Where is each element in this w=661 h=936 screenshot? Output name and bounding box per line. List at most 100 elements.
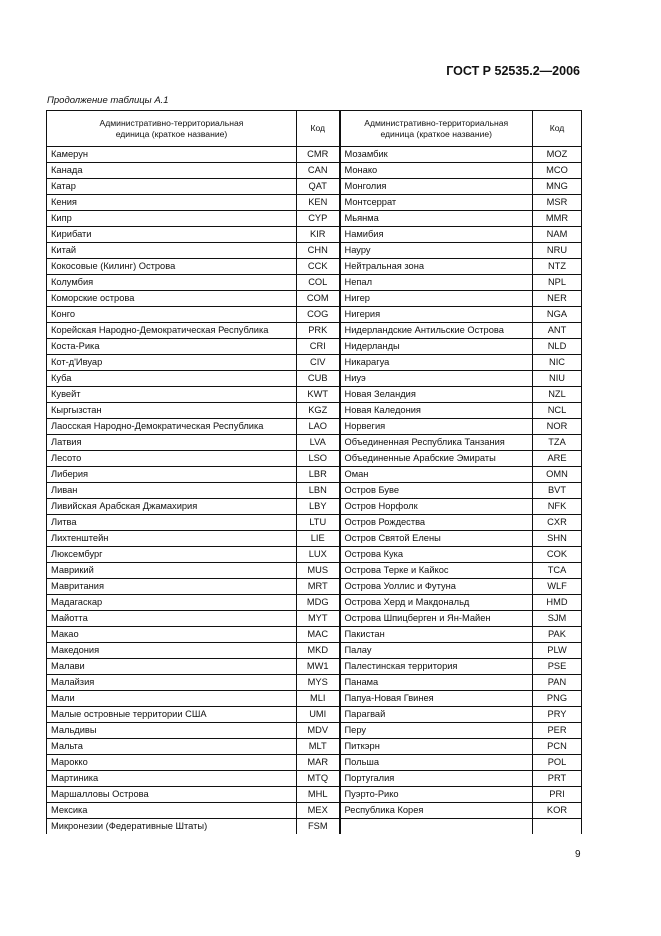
unit-name-left: Малые островные территории США bbox=[46, 706, 297, 723]
table-row: Майотта MYT Острова Шпицберген и Ян-Майен S… bbox=[46, 610, 582, 627]
table-row: Мали MLI Папуа-Новая Гвинея PNG bbox=[46, 690, 582, 707]
unit-name-right: Пуэрто-Рико bbox=[338, 786, 533, 803]
code-right: NTZ bbox=[532, 258, 582, 275]
table-row: Малави MW1 Палестинская территория PSE bbox=[46, 658, 582, 675]
unit-name-left: Кирибати bbox=[46, 226, 297, 243]
table-row: Мадагаскар MDG Острова Херд и Макдональд HM… bbox=[46, 594, 582, 611]
code-left: MEX bbox=[296, 802, 340, 819]
unit-name-right: Польша bbox=[338, 754, 533, 771]
unit-name-right: Норвегия bbox=[338, 418, 533, 435]
header-code-left: Код bbox=[296, 110, 340, 147]
unit-name-right: Монако bbox=[338, 162, 533, 179]
table-row: Мартиника MTQ Португалия PRT bbox=[46, 770, 582, 787]
unit-name-left: Китай bbox=[46, 242, 297, 259]
code-left: LSO bbox=[296, 450, 340, 467]
table-row: Микронезии (Федеративные Штаты) FSM bbox=[46, 818, 582, 834]
code-left: MDV bbox=[296, 722, 340, 739]
table-row: Ливийская Арабская Джамахирия LBY Остров Н… bbox=[46, 498, 582, 515]
code-left: LIE bbox=[296, 530, 340, 547]
code-right: MOZ bbox=[532, 146, 582, 163]
unit-name-right: Монголия bbox=[338, 178, 533, 195]
unit-name-right: Парагвай bbox=[338, 706, 533, 723]
code-right: MCO bbox=[532, 162, 582, 179]
code-right: PRT bbox=[532, 770, 582, 787]
code-left: MTQ bbox=[296, 770, 340, 787]
unit-name-right: Остров Норфолк bbox=[338, 498, 533, 515]
code-right: PNG bbox=[532, 690, 582, 707]
code-right: NGA bbox=[532, 306, 582, 323]
unit-name-right: Монтсеррат bbox=[338, 194, 533, 211]
code-right: NCL bbox=[532, 402, 582, 419]
table-row: Кот-д'Ивуар CIV Никарагуа NIC bbox=[46, 354, 582, 371]
code-right: ANT bbox=[532, 322, 582, 339]
table-row: Канада CAN Монако MCO bbox=[46, 162, 582, 179]
table-row: Коста-Рика CRI Нидерланды NLD bbox=[46, 338, 582, 355]
unit-name-left: Кот-д'Ивуар bbox=[46, 354, 297, 371]
code-right: NPL bbox=[532, 274, 582, 291]
code-left: CYP bbox=[296, 210, 340, 227]
code-right: CXR bbox=[532, 514, 582, 531]
unit-name-left: Малайзия bbox=[46, 674, 297, 691]
unit-name-left: Майотта bbox=[46, 610, 297, 627]
code-right: POL bbox=[532, 754, 582, 771]
unit-name-left: Литва bbox=[46, 514, 297, 531]
table-caption: Продолжение таблицы А.1 bbox=[47, 95, 169, 106]
code-right: NZL bbox=[532, 386, 582, 403]
table-row: Макао MAC Пакистан PAK bbox=[46, 626, 582, 643]
code-right: NFK bbox=[532, 498, 582, 515]
table-row: Лесото LSO Объединенные Арабские Эмираты AR… bbox=[46, 450, 582, 467]
table-row: Лаосская Народно-Демократическая Республ… bbox=[46, 418, 582, 435]
unit-name-left: Конго bbox=[46, 306, 297, 323]
table-row: Кувейт KWT Новая Зеландия NZL bbox=[46, 386, 582, 403]
code-right: PAK bbox=[532, 626, 582, 643]
code-left: CAN bbox=[296, 162, 340, 179]
unit-name-left: Микронезии (Федеративные Штаты) bbox=[46, 818, 297, 834]
unit-name-right: Острова Терке и Кайкос bbox=[338, 562, 533, 579]
unit-name-left: Кувейт bbox=[46, 386, 297, 403]
code-left: MLI bbox=[296, 690, 340, 707]
unit-name-right: Нигерия bbox=[338, 306, 533, 323]
code-right: NAM bbox=[532, 226, 582, 243]
unit-name-right: Новая Каледония bbox=[338, 402, 533, 419]
table-row: Маврикий MUS Острова Терке и Кайкос TCA bbox=[46, 562, 582, 579]
code-right: PRI bbox=[532, 786, 582, 803]
code-right: PAN bbox=[532, 674, 582, 691]
unit-name-right: Остров Святой Елены bbox=[338, 530, 533, 547]
code-left: CCK bbox=[296, 258, 340, 275]
unit-name-left: Камерун bbox=[46, 146, 297, 163]
unit-name-left: Кения bbox=[46, 194, 297, 211]
unit-name-right: Нидерланды bbox=[338, 338, 533, 355]
unit-name-right: Объединенная Республика Танзания bbox=[338, 434, 533, 451]
unit-name-left: Лаосская Народно-Демократическая Республ… bbox=[46, 418, 297, 435]
unit-name-right: Португалия bbox=[338, 770, 533, 787]
table-row: Ливан LBN Остров Буве BVT bbox=[46, 482, 582, 499]
table-row: Конго COG Нигерия NGA bbox=[46, 306, 582, 323]
code-left: LBN bbox=[296, 482, 340, 499]
code-right: NIC bbox=[532, 354, 582, 371]
code-right: WLF bbox=[532, 578, 582, 595]
table-row: Мексика MEX Республика Корея KOR bbox=[46, 802, 582, 819]
unit-name-right: Намибия bbox=[338, 226, 533, 243]
table-row: Кипр CYP Мьянма MMR bbox=[46, 210, 582, 227]
code-left: LBR bbox=[296, 466, 340, 483]
code-right: MSR bbox=[532, 194, 582, 211]
unit-name-left: Катар bbox=[46, 178, 297, 195]
code-left: CIV bbox=[296, 354, 340, 371]
unit-name-right: Питкэрн bbox=[338, 738, 533, 755]
unit-name-right: Нигер bbox=[338, 290, 533, 307]
unit-name-left: Мадагаскар bbox=[46, 594, 297, 611]
code-left: CHN bbox=[296, 242, 340, 259]
table-row: Македония MKD Палау PLW bbox=[46, 642, 582, 659]
table-row: Либерия LBR Оман OMN bbox=[46, 466, 582, 483]
table-row: Кокосовые (Килинг) Острова CCK Нейтральная… bbox=[46, 258, 582, 275]
table-row: Лихтенштейн LIE Остров Святой Елены SHN bbox=[46, 530, 582, 547]
code-left: LAO bbox=[296, 418, 340, 435]
unit-name-right: Панама bbox=[338, 674, 533, 691]
code-left: MAC bbox=[296, 626, 340, 643]
code-right: SJM bbox=[532, 610, 582, 627]
table-row: Малайзия MYS Панама PAN bbox=[46, 674, 582, 691]
header-code-right: Код bbox=[532, 110, 582, 147]
unit-name-right bbox=[338, 818, 533, 834]
unit-name-right: Палестинская территория bbox=[338, 658, 533, 675]
document-code: ГОСТ Р 52535.2—2006 bbox=[446, 64, 580, 78]
